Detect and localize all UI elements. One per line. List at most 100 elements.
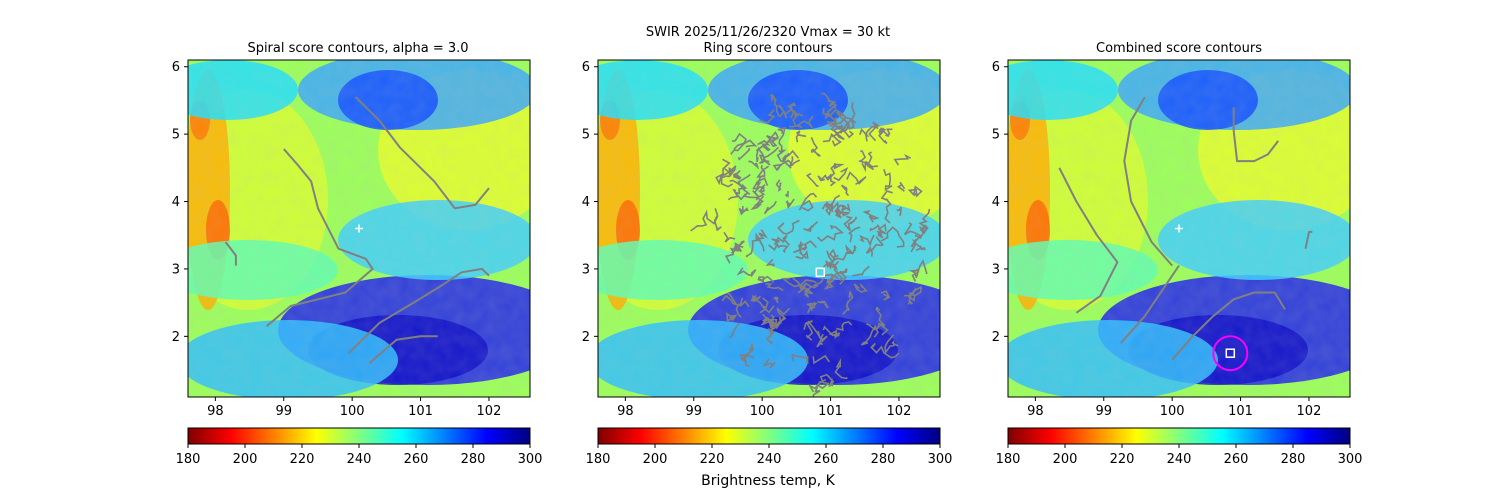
- x-tick-label: 102: [477, 404, 502, 419]
- figure-suptitle: SWIR 2025/11/26/2320 Vmax = 30 kt: [646, 25, 890, 40]
- contour-line: [880, 290, 891, 301]
- contour-line: [821, 92, 837, 108]
- panel-ring: Ring score contours 98 99 100 101 102 2 3 4 5 6 1…: [582, 41, 953, 467]
- contour-line: [852, 265, 870, 277]
- contour-line: [918, 224, 929, 235]
- contour-line: [875, 306, 889, 336]
- contour-line: [907, 185, 923, 198]
- contour-line: [857, 150, 869, 173]
- contour-line: [763, 200, 777, 215]
- contour-line: [732, 170, 742, 180]
- contour-line: [805, 172, 819, 187]
- y-tick-label: 2: [172, 330, 180, 345]
- contour-line: [787, 102, 804, 117]
- contour-line: [765, 258, 775, 267]
- contour-line: [826, 120, 845, 135]
- y-tick-label: 5: [172, 128, 180, 143]
- contour-line: [822, 325, 841, 339]
- contour-line: [811, 273, 840, 289]
- contour-line: [720, 176, 734, 188]
- contour-line: [761, 314, 775, 329]
- contour-line: [785, 198, 795, 209]
- colorbar-tick-label: 240: [347, 452, 372, 467]
- contour-line: [737, 147, 751, 161]
- contour-line: [738, 343, 755, 367]
- panel-spiral: Spiral score contours, alpha = 3.0 98 99 1…: [172, 41, 543, 467]
- axes-frame: [597, 59, 941, 398]
- contour-line: [807, 320, 824, 341]
- contour-line: [723, 231, 736, 243]
- contour-line: [846, 171, 867, 186]
- x-tick-label: 98: [617, 404, 634, 419]
- contour-line: [368, 335, 438, 365]
- contour-line: [865, 323, 881, 331]
- contour-line: [824, 103, 837, 121]
- contour-line: [726, 312, 738, 322]
- contour-line: [745, 239, 765, 258]
- colorbar-tick-label: 300: [928, 452, 953, 467]
- contour-line: [771, 234, 790, 246]
- contour-line: [791, 353, 809, 366]
- contour-line: [724, 247, 739, 264]
- contour-line: [752, 184, 766, 198]
- contour-line: [769, 317, 785, 332]
- contour-line: [776, 307, 791, 326]
- contour-line: [758, 154, 771, 166]
- contour-line: [828, 248, 839, 265]
- colorbar: [187, 427, 531, 445]
- x-tick-label: 100: [750, 404, 775, 419]
- contour-line: [788, 109, 804, 129]
- contour-line: [844, 244, 854, 255]
- colorbar-tick-label: 180: [586, 452, 611, 467]
- x-tick-label: 101: [818, 404, 843, 419]
- y-tick-label: 6: [172, 60, 180, 75]
- contour-line: [788, 156, 801, 168]
- contour-line: [808, 378, 827, 393]
- y-tick-label: 3: [992, 262, 1000, 277]
- contour-line: [728, 323, 740, 339]
- contour-line: [908, 268, 920, 279]
- contour-line: [756, 165, 770, 178]
- contour-line: [904, 285, 923, 302]
- colorbar-tick-label: 220: [700, 452, 725, 467]
- contour-line: [752, 174, 769, 190]
- contour-line: [769, 94, 780, 117]
- colorbar-tick-label: 240: [1167, 452, 1192, 467]
- y-tick-label: 6: [992, 60, 1000, 75]
- contour-line: [858, 234, 875, 247]
- contour-line: [817, 300, 829, 309]
- contour-line: [713, 208, 722, 232]
- contour-line: [801, 199, 814, 212]
- contour-line: [735, 297, 744, 318]
- contour-line: [806, 301, 818, 314]
- contour-line: [845, 102, 856, 126]
- colorbar-tick-label: 280: [871, 452, 896, 467]
- contour-line: [795, 241, 809, 260]
- colorbar: [597, 427, 941, 445]
- contour-line: [1304, 230, 1313, 249]
- colorbar-tick-label: 240: [757, 452, 782, 467]
- contour-line: [773, 296, 779, 304]
- contour-line: [864, 151, 878, 171]
- ring-score-contours: [690, 92, 931, 397]
- contour-line: [823, 278, 834, 290]
- contour-line: [795, 130, 807, 143]
- contour-line: [843, 215, 857, 232]
- x-tick-label: 100: [1160, 404, 1185, 419]
- contour-line: [724, 168, 737, 178]
- contour-line: [784, 191, 789, 198]
- contour-line: [833, 268, 848, 285]
- contour-line: [738, 206, 749, 216]
- colorbar-tick-label: 300: [1338, 452, 1363, 467]
- x-tick-label: 100: [340, 404, 365, 419]
- x-tick-label: 98: [207, 404, 224, 419]
- contour-line: [721, 292, 739, 307]
- axes-frame: [187, 59, 531, 398]
- contour-line: [1171, 291, 1286, 361]
- y-tick-label: 5: [992, 128, 1000, 143]
- contour-line: [736, 267, 757, 277]
- x-tick-label: 102: [1297, 404, 1322, 419]
- colorbar-tick-label: 280: [461, 452, 486, 467]
- contour-line: [733, 139, 758, 150]
- contour-line: [880, 226, 905, 248]
